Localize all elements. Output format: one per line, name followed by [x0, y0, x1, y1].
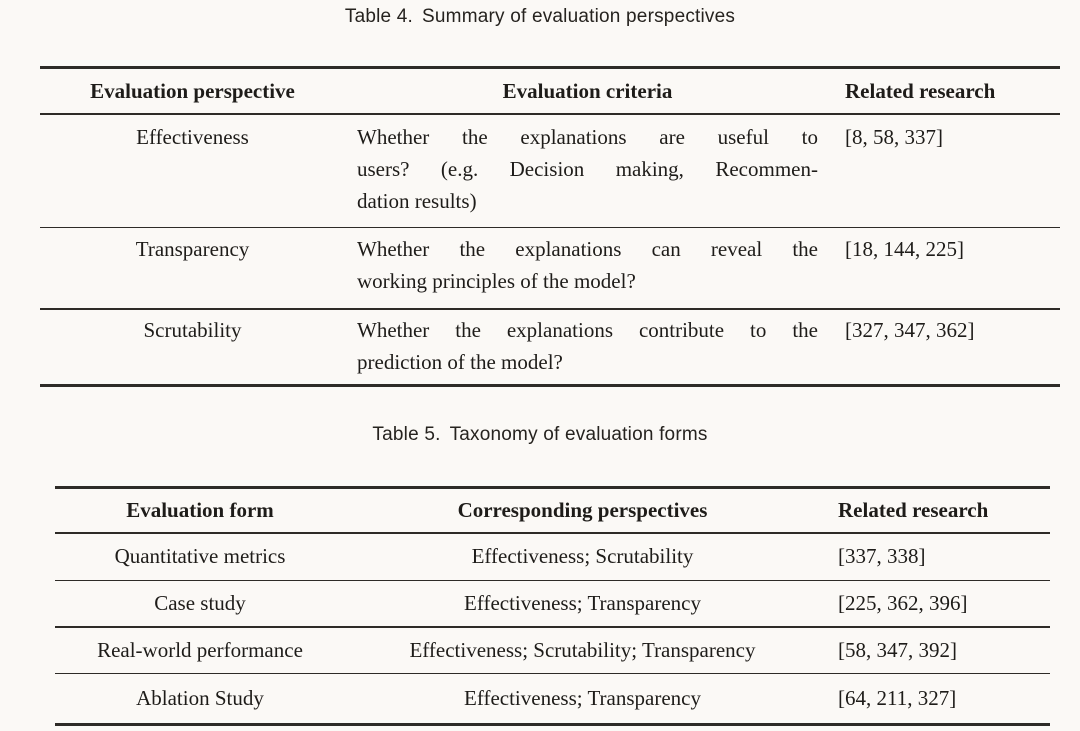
table5-caption: Table 5. Taxonomy of evaluation forms [0, 424, 1080, 446]
cell-criteria: Whether the explanations can reveal the … [345, 233, 830, 297]
table4-header-rule [40, 113, 1060, 115]
cell-criteria: Whether the explanations are useful to u… [345, 121, 830, 217]
cell-perspectives: Effectiveness; Scrutability [471, 544, 694, 568]
criteria-line: prediction of the model? [357, 349, 563, 374]
table4: Evaluation perspective Evaluation criter… [40, 66, 1060, 387]
criteria-line: users? (e.g. Decision making, Recommen- [357, 156, 818, 181]
cell-perspectives: Effectiveness; Transparency [464, 686, 701, 710]
cell-perspectives: Effectiveness; Transparency [464, 591, 701, 615]
table5-bottom-rule [55, 723, 1050, 726]
cell-research: [337, 338] [838, 544, 926, 568]
table5-row-rule [55, 672, 1050, 674]
table5-caption-label: Table 5. [372, 424, 441, 445]
criteria-line: Whether the explanations can reveal the [357, 237, 818, 261]
table5-row: Quantitative metrics Effectiveness; Scru… [55, 534, 1050, 580]
table5-header-perspectives: Corresponding perspectives [457, 498, 708, 522]
table5: Evaluation form Corresponding perspectiv… [55, 486, 1050, 726]
table4-caption-label: Table 4. [344, 6, 414, 27]
table4-header-criteria: Evaluation criteria [502, 78, 673, 103]
table4-header-research: Related research [845, 78, 996, 103]
criteria-line: dation results) [357, 188, 477, 213]
cell-form: Case study [154, 591, 246, 615]
table5-header-research: Related research [838, 498, 989, 522]
cell-criteria: Whether the explanations contribute to t… [345, 314, 830, 378]
cell-form: Real-world performance [97, 637, 303, 662]
table4-bottom-rule [40, 383, 1060, 387]
table4-row-rule [40, 308, 1060, 310]
criteria-line: Whether the explanations are useful to [357, 124, 818, 149]
table5-header-row: Evaluation form Corresponding perspectiv… [55, 489, 1050, 532]
table4-row-rule [40, 226, 1060, 228]
table5-caption-text: Taxonomy of evaluation forms [449, 424, 708, 445]
cell-research: [58, 347, 392] [838, 637, 957, 662]
table5-header-form: Evaluation form [126, 498, 274, 522]
table4-header-row: Evaluation perspective Evaluation criter… [40, 69, 1060, 113]
cell-perspective: Effectiveness [136, 124, 249, 149]
table5-row-rule [55, 626, 1050, 628]
table5-row: Case study Effectiveness; Transparency [… [55, 581, 1050, 626]
cell-research: [18, 144, 225] [845, 237, 964, 261]
table5-top-rule [55, 486, 1050, 489]
cell-form: Quantitative metrics [114, 544, 286, 568]
table4-top-rule [40, 66, 1060, 69]
cell-research: [64, 211, 327] [838, 686, 957, 710]
table5-row: Ablation Study Effectiveness; Transparen… [55, 674, 1050, 723]
table4-row: Scrutability Whether the explanations co… [40, 310, 1060, 384]
cell-research: [327, 347, 362] [845, 317, 975, 342]
cell-perspective: Scrutability [143, 317, 242, 342]
table4-caption: Table 4. Summary of evaluation perspectiv… [0, 6, 1080, 28]
cell-research: [225, 362, 396] [838, 591, 968, 615]
table4-row: Effectiveness Whether the explanations a… [40, 115, 1060, 227]
table4-row: Transparency Whether the explanations ca… [40, 228, 1060, 308]
cell-form: Ablation Study [136, 686, 264, 710]
cell-research: [8, 58, 337] [845, 124, 943, 149]
criteria-line: Whether the explanations contribute to t… [357, 317, 818, 342]
cell-perspectives: Effectiveness; Scrutability; Transparenc… [409, 637, 756, 662]
cell-perspective: Transparency [135, 237, 250, 261]
table4-header-perspective: Evaluation perspective [90, 78, 295, 103]
table5-row-rule [55, 579, 1050, 581]
criteria-line: working principles of the model? [357, 269, 636, 293]
table5-header-rule [55, 532, 1050, 534]
table5-row: Real-world performance Effectiveness; Sc… [55, 628, 1050, 673]
table4-caption-text: Summary of evaluation perspectives [422, 6, 736, 27]
